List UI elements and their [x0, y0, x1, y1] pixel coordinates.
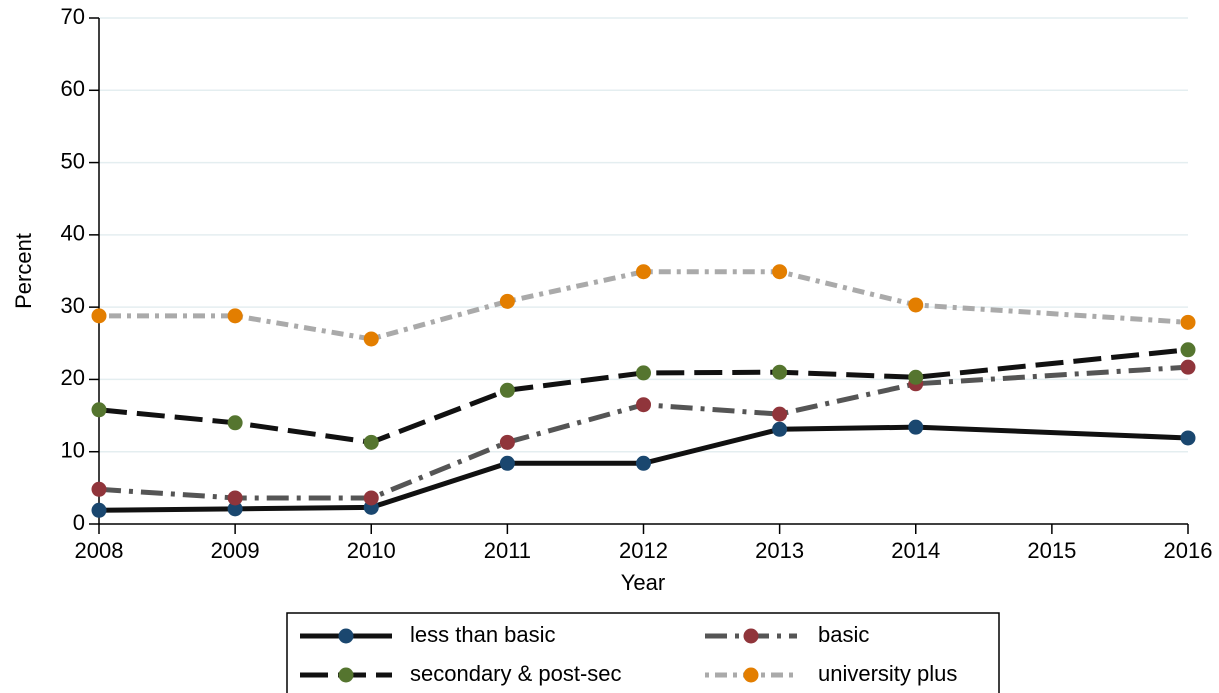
point — [772, 264, 788, 280]
legend-label: less than basic — [410, 622, 556, 647]
point — [499, 293, 515, 309]
point — [772, 406, 788, 422]
point — [91, 308, 107, 324]
point — [499, 434, 515, 450]
point — [363, 490, 379, 506]
point — [91, 502, 107, 518]
point — [908, 297, 924, 313]
x-tick-label: 2013 — [755, 538, 804, 563]
point — [636, 365, 651, 381]
x-tick-label: 2008 — [75, 538, 124, 563]
point — [227, 490, 243, 506]
point — [1180, 359, 1196, 375]
y-axis-title: Percent — [11, 233, 36, 309]
x-tick-label: 2009 — [211, 538, 260, 563]
point — [1180, 342, 1196, 358]
y-tick-label: 70 — [61, 4, 85, 29]
point — [908, 369, 924, 385]
point — [91, 402, 107, 418]
legend-label: basic — [818, 622, 869, 647]
point — [1180, 314, 1196, 330]
point — [363, 434, 379, 450]
point — [91, 481, 107, 497]
series-line — [99, 269, 1189, 342]
point — [227, 308, 243, 324]
series-line — [98, 364, 1189, 501]
legend-box — [286, 612, 1000, 693]
x-tick-label: 2012 — [619, 538, 668, 563]
x-axis-title: Year — [621, 570, 665, 595]
legend-label: university plus — [818, 661, 957, 686]
point — [363, 331, 379, 347]
y-tick-label: 30 — [61, 293, 85, 318]
y-tick-label: 60 — [61, 76, 85, 101]
x-tick-label: 2010 — [347, 538, 396, 563]
x-tick-label: 2015 — [1027, 538, 1076, 563]
point — [499, 382, 515, 398]
y-tick-label: 10 — [61, 438, 85, 463]
point — [227, 501, 243, 517]
point — [1180, 430, 1196, 446]
y-tick-label: 40 — [61, 221, 85, 246]
x-tick-label: 2014 — [891, 538, 940, 563]
point — [908, 419, 924, 435]
legend-marker — [338, 628, 354, 644]
point — [772, 421, 788, 437]
series-line — [98, 347, 1189, 445]
point — [636, 264, 651, 280]
x-tick-label: 2011 — [484, 538, 531, 563]
y-tick-label: 20 — [61, 365, 85, 390]
legend-label: secondary & post-sec — [410, 661, 622, 686]
point — [227, 415, 243, 431]
series-line — [98, 424, 1189, 513]
legend-marker — [743, 667, 759, 683]
legend-marker — [338, 667, 354, 683]
legend-marker — [743, 628, 759, 644]
point — [636, 455, 651, 471]
y-tick-label: 50 — [61, 148, 85, 173]
y-tick-label: 0 — [73, 510, 85, 535]
x-tick-label: 2016 — [1164, 538, 1213, 563]
point — [772, 364, 788, 380]
point — [636, 397, 651, 413]
point — [499, 455, 515, 471]
